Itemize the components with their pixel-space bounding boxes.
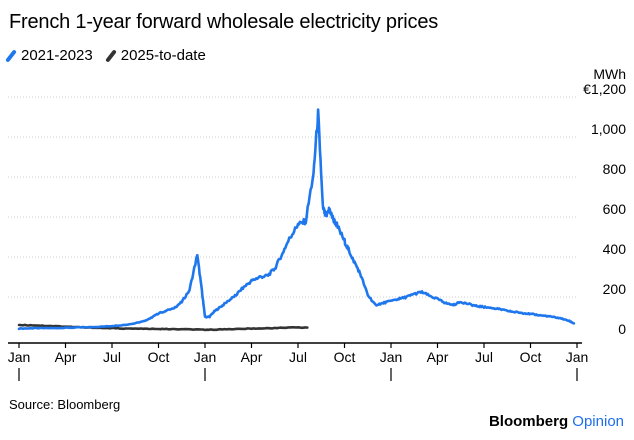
y-tick-label: 800 (603, 161, 627, 177)
legend-item-2025-to-date: 2025-to-date (104, 47, 206, 64)
x-tick-label: Oct (520, 349, 542, 365)
series-line-2021-2023 (17, 108, 576, 331)
y-tick-label: 600 (603, 201, 627, 217)
y-tick-label: 1,000 (591, 121, 626, 137)
x-tick-label: Jan (194, 349, 217, 365)
x-tick-label: Jul (289, 349, 307, 365)
legend-item-2021-2023: 2021-2023 (5, 47, 93, 64)
x-tick-label: Jan (8, 349, 31, 365)
legend: 2021-2023 2025-to-date (5, 47, 206, 64)
x-tick-label: Jul (103, 349, 121, 365)
legend-label-2021-2023: 2021-2023 (21, 47, 93, 64)
y-tick-label: 0 (618, 321, 626, 337)
brand-logo: Bloomberg Opinion (489, 413, 624, 430)
y-tick-label: 400 (603, 241, 627, 257)
brand-name: Bloomberg (488, 413, 569, 430)
x-tick-label: Apr (427, 349, 449, 365)
x-tick-label: Jan (380, 349, 403, 365)
source-note: Source: Bloomberg (9, 397, 121, 412)
x-tick-label: Oct (148, 349, 170, 365)
x-tick-label: Apr (241, 349, 263, 365)
x-tick-label: Oct (334, 349, 356, 365)
legend-label-2025-to-date: 2025-to-date (120, 47, 206, 64)
x-tick-label: Jul (475, 349, 493, 365)
brand-suffix: Opinion (572, 413, 624, 430)
y-tick-label: €1,200 (583, 81, 626, 97)
chart-title: French 1-year forward wholesale electric… (9, 11, 439, 33)
y-axis-unit: MWh (593, 66, 626, 82)
x-tick-label: Apr (55, 349, 77, 365)
y-tick-label: 200 (603, 281, 627, 297)
x-tick-label: Jan (566, 349, 589, 365)
